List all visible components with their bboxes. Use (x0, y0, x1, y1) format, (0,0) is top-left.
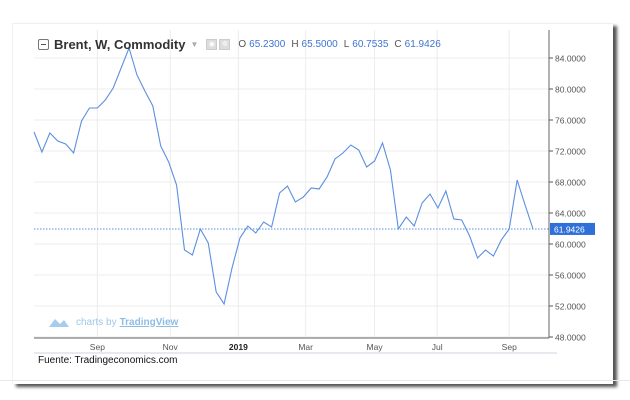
close-value: 61.9426 (404, 39, 441, 50)
tradingview-logo-icon (49, 319, 69, 327)
tradingview-link[interactable]: TradingView (119, 316, 179, 328)
x-tick-label: Sep (90, 342, 105, 352)
x-tick-label: Mar (298, 342, 313, 352)
close-label: C (394, 39, 402, 50)
last-price-label: 61.9426 (554, 224, 585, 234)
collapse-icon[interactable] (38, 39, 49, 50)
source-note: Fuente: Tradingeconomics.com (38, 355, 178, 366)
tradingview-branding[interactable]: charts by TradingView (48, 316, 178, 328)
open-label: O (238, 39, 247, 50)
open-value: 65.2300 (249, 39, 286, 50)
series-title: Brent, W, Commodity (54, 37, 186, 52)
y-tick-label: 64.0000 (555, 209, 586, 219)
y-tick-label: 72.0000 (555, 147, 586, 157)
y-tick-label: 84.0000 (555, 54, 586, 64)
y-tick-label: 56.0000 (555, 271, 586, 281)
x-tick-label: Nov (163, 342, 179, 352)
low-label: L (343, 39, 350, 50)
branding-prefix: charts by (76, 316, 117, 328)
high-label: H (291, 39, 299, 50)
chart-legend: Brent, W, Commodity ▼ ◉ ✲ O 65.2300 H 65.5… (38, 37, 441, 52)
high-value: 65.5000 (301, 39, 338, 50)
chevron-down-icon[interactable]: ▼ (190, 40, 199, 49)
low-value: 60.7535 (352, 39, 389, 50)
y-tick-label: 60.0000 (555, 240, 586, 250)
x-tick-label: Sep (502, 342, 517, 352)
gear-icon[interactable]: ✲ (219, 39, 231, 50)
divider (0, 380, 630, 381)
eye-icon[interactable]: ◉ (206, 39, 218, 50)
y-tick-label: 80.0000 (555, 85, 586, 95)
last-price-badge (550, 222, 595, 235)
x-tick-label: Jul (432, 342, 443, 352)
y-tick-label: 76.0000 (555, 116, 586, 126)
y-tick-label: 48.0000 (555, 333, 586, 343)
y-tick-label: 52.0000 (555, 302, 586, 312)
price-line (33, 46, 534, 306)
y-tick-label: 68.0000 (555, 178, 586, 188)
x-tick-label: 2019 (229, 342, 248, 352)
x-tick-label: May (367, 342, 384, 352)
